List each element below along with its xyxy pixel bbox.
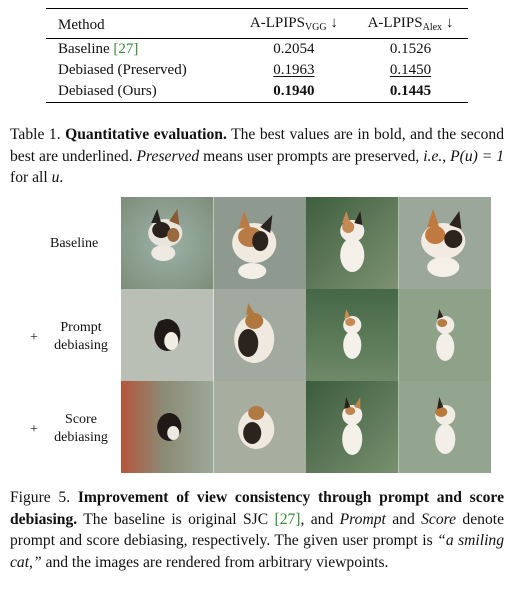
table-row: Debiased (Preserved) 0.1963 0.1450 xyxy=(46,60,468,81)
render-baseline-2 xyxy=(213,197,306,289)
cat-render-image xyxy=(398,381,491,473)
cell-alex-preserved: 0.1450 xyxy=(353,60,468,81)
cat-render-image xyxy=(213,197,306,289)
cat-render-image xyxy=(398,289,491,381)
render-baseline-1 xyxy=(121,197,214,289)
figure-caption-text-1: The baseline is original SJC xyxy=(77,510,275,528)
table-caption-bold: Quantitative evaluation. xyxy=(65,126,227,143)
header-alpips-alex-sub: Alex xyxy=(422,21,443,33)
table-row: Baseline [27] 0.2054 0.1526 xyxy=(46,39,468,61)
header-method: Method xyxy=(58,16,105,33)
table-caption-text-2: means user prompts are preserved, xyxy=(199,147,424,165)
render-prompt-4 xyxy=(398,289,491,381)
table-caption-math: P(u) = 1 xyxy=(450,147,504,165)
row-plus-prompt: + xyxy=(30,330,38,345)
cell-alex-ours: 0.1445 xyxy=(389,83,432,99)
results-table: Method A-LPIPSVGG ↓ A-LPIPSAlex ↓ Baseli… xyxy=(46,8,468,103)
render-score-1 xyxy=(121,381,214,473)
row-plus-score: + xyxy=(30,422,38,437)
header-alpips-vgg-main: A-LPIPS xyxy=(249,14,305,31)
table-caption-text-4: for all xyxy=(10,169,52,186)
figure-caption: Figure 5. Improvement of view consistenc… xyxy=(10,487,504,573)
header-alpips-vgg: A-LPIPSVGG ↓ xyxy=(235,9,353,39)
table-row: Debiased (Ours) 0.1940 0.1445 xyxy=(46,81,468,103)
cat-render-image xyxy=(306,289,399,381)
figure-caption-text-2: , and xyxy=(300,510,340,528)
results-table-container: Method A-LPIPSVGG ↓ A-LPIPSAlex ↓ Baseli… xyxy=(46,8,468,103)
row-method-preserved: Debiased (Preserved) xyxy=(58,62,187,78)
table-caption-italic-2: i.e. xyxy=(423,147,443,165)
table-caption-math-2: u xyxy=(51,169,60,186)
header-alpips-alex: A-LPIPSAlex ↓ xyxy=(353,9,468,39)
table-caption-text-1: The best values are in bold, and the sec… xyxy=(10,126,504,165)
cell-alex-baseline: 0.1526 xyxy=(389,41,432,57)
citation-link[interactable]: [27] xyxy=(274,510,301,528)
header-alpips-vgg-sub: VGG xyxy=(304,21,327,33)
render-baseline-3 xyxy=(306,197,399,289)
header-alpips-vgg-arrow: ↓ xyxy=(330,14,338,31)
row-text-prompt: Prompt debiasing xyxy=(54,320,108,353)
table-header-row: Method A-LPIPSVGG ↓ A-LPIPSAlex ↓ xyxy=(46,8,468,39)
figure-caption-quote: “a smiling cat,” xyxy=(10,532,505,571)
table-caption: Table 1. Quantitative evaluation. The be… xyxy=(10,124,504,189)
row-method-baseline-text: Baseline xyxy=(58,41,114,57)
render-prompt-2 xyxy=(213,289,306,381)
cat-render-image xyxy=(306,381,399,473)
figure-caption-bold: Improvement of view consistency through … xyxy=(10,489,504,528)
figure-caption-text-5: and the images are rendered from arbitra… xyxy=(41,553,389,571)
figure-caption-text-3: and xyxy=(385,510,422,528)
render-score-2 xyxy=(213,381,306,473)
cell-vgg-preserved-value: 0.1963 xyxy=(273,62,315,78)
header-alpips-alex-main: A-LPIPS xyxy=(367,14,423,31)
table-caption-text-5: . xyxy=(59,169,64,186)
row-text-baseline: Baseline xyxy=(50,236,99,251)
row-text-score: Score debiasing xyxy=(54,412,108,445)
cat-render-image xyxy=(398,197,491,289)
table-caption-label: Table 1. xyxy=(10,126,66,143)
cat-render-image xyxy=(306,197,399,289)
table-caption-text-3: , xyxy=(442,147,451,165)
render-baseline-4 xyxy=(398,197,491,289)
table-caption-italic-1: Preserved xyxy=(136,147,200,165)
render-score-4 xyxy=(398,381,491,473)
cell-alex-preserved-value: 0.1450 xyxy=(389,62,432,78)
figure-caption-italic-1: Prompt xyxy=(339,510,386,528)
header-alpips-alex-arrow: ↓ xyxy=(445,14,454,31)
render-prompt-3 xyxy=(306,289,399,381)
figure-caption-label: Figure 5. xyxy=(10,489,78,506)
render-image-grid xyxy=(121,197,491,473)
figure-caption-italic-2: Score xyxy=(421,510,457,528)
cat-render-image xyxy=(121,289,214,381)
cat-render-image xyxy=(213,381,306,473)
row-method-ours: Debiased (Ours) xyxy=(58,83,157,99)
render-prompt-1 xyxy=(121,289,214,381)
figure-caption-text-4: denote prompt and score debiasing, respe… xyxy=(10,510,504,550)
row-method-baseline: Baseline [27] xyxy=(46,39,235,61)
cell-vgg-baseline: 0.2054 xyxy=(273,41,315,57)
cell-vgg-ours: 0.1940 xyxy=(273,83,315,99)
cat-render-image xyxy=(121,381,214,473)
render-score-3 xyxy=(306,381,399,473)
citation-link[interactable]: [27] xyxy=(113,41,139,57)
cat-render-image xyxy=(121,197,214,289)
cat-render-image xyxy=(213,289,306,381)
cell-vgg-preserved: 0.1963 xyxy=(235,60,353,81)
